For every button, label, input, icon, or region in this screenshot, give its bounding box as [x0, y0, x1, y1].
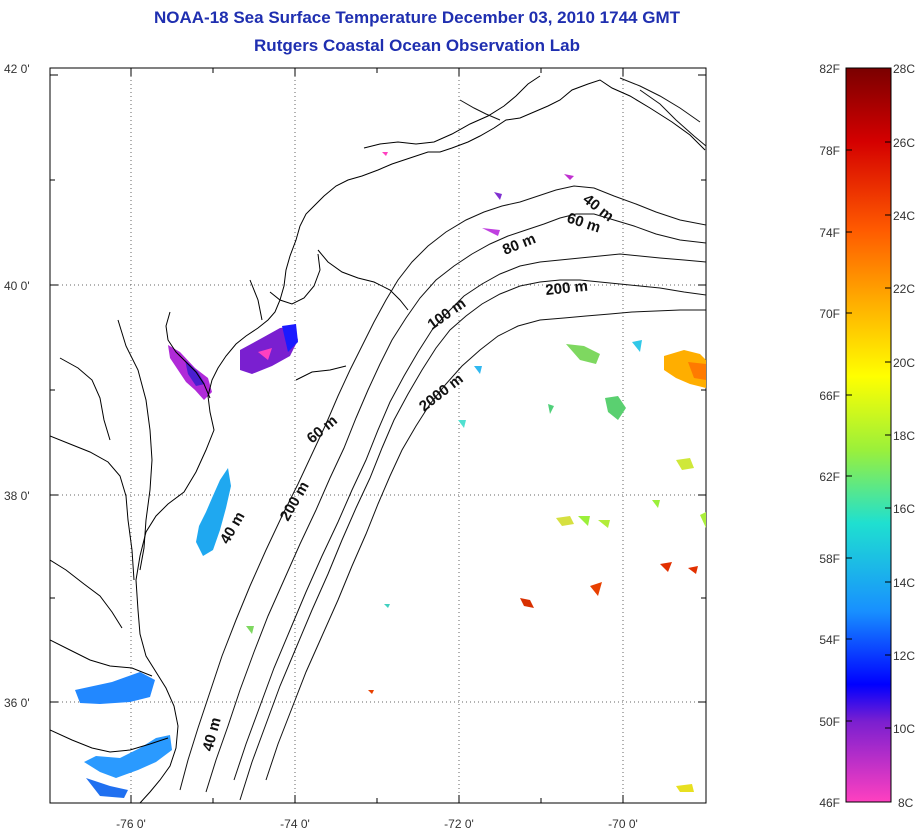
colorbar-c-24: 24C	[893, 209, 915, 223]
colorbar	[845, 67, 892, 803]
colorbar-ticks	[846, 141, 891, 729]
lon-label-76: -76 0'	[116, 817, 146, 831]
lon-label-72: -72 0'	[444, 817, 474, 831]
colorbar-f-50: 50F	[819, 715, 840, 729]
colorbar-c-10: 10C	[893, 722, 915, 736]
colorbar-f-58: 58F	[819, 552, 840, 566]
bathymetry-contours	[179, 77, 706, 801]
isobath-label-200m: 200 m	[545, 278, 589, 299]
colorbar-c-14: 14C	[893, 576, 915, 590]
colorbar-c-28: 28C	[893, 62, 915, 76]
lon-label-74: -74 0'	[280, 817, 310, 831]
colorbar-c-16: 16C	[893, 502, 915, 516]
colorbar-c-12: 12C	[893, 649, 915, 663]
colorbar-c-18: 18C	[893, 429, 915, 443]
sst-patches	[75, 152, 706, 798]
colorbar-f-46: 46F	[819, 796, 840, 810]
lat-label-40: 40 0'	[4, 279, 30, 293]
colorbar-f-54: 54F	[819, 633, 840, 647]
lat-label-42: 42 0'	[4, 62, 30, 76]
colorbar-f-62: 62F	[819, 470, 840, 484]
colorbar-c-20: 20C	[893, 356, 915, 370]
colorbar-c-26: 26C	[893, 136, 915, 150]
colorbar-f-70: 70F	[819, 307, 840, 321]
colorbar-f-74: 74F	[819, 226, 840, 240]
colorbar-f-66: 66F	[819, 389, 840, 403]
colorbar-f-78: 78F	[819, 144, 840, 158]
map-subtitle: Rutgers Coastal Ocean Observation Lab	[254, 36, 580, 55]
tick-marks	[50, 68, 706, 803]
map-frame	[49, 67, 707, 804]
map-title: NOAA-18 Sea Surface Temperature December…	[154, 8, 680, 27]
colorbar-c-22: 22C	[893, 282, 915, 296]
lat-label-36: 36 0'	[4, 696, 30, 710]
colorbar-f-82: 82F	[819, 62, 840, 76]
lon-label-70: -70 0'	[608, 817, 638, 831]
lat-label-38: 38 0'	[4, 489, 30, 503]
colorbar-c-8: 8C	[898, 796, 914, 810]
coastline	[50, 75, 706, 803]
